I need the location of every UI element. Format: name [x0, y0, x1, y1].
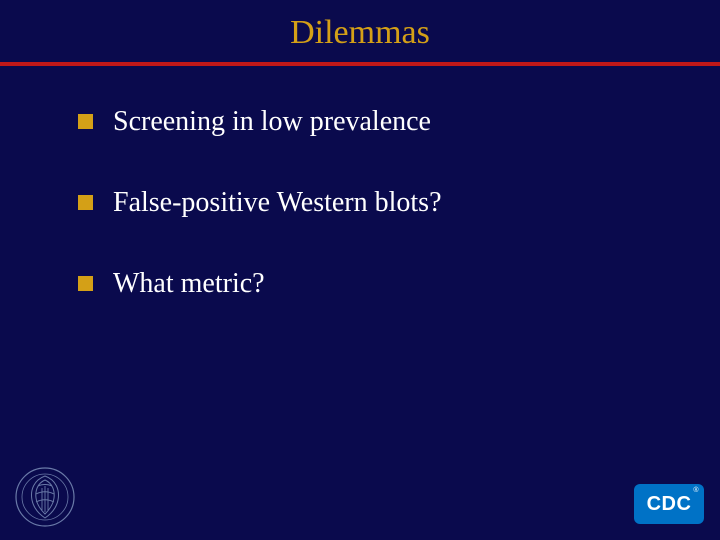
cdc-logo-text: CDC	[647, 493, 692, 516]
hhs-logo	[14, 466, 76, 528]
square-bullet-icon	[78, 276, 93, 291]
square-bullet-icon	[78, 195, 93, 210]
bullet-text: False-positive Western blots?	[113, 185, 442, 220]
slide-title: Dilemmas	[0, 14, 720, 52]
content-area: Screening in low prevalence False-positi…	[0, 66, 720, 301]
bullet-item: False-positive Western blots?	[78, 185, 660, 220]
bullet-text: Screening in low prevalence	[113, 104, 431, 139]
slide: Dilemmas Screening in low prevalence Fal…	[0, 0, 720, 540]
bullet-item: Screening in low prevalence	[78, 104, 660, 139]
cdc-logo: CDC ®	[634, 484, 704, 524]
cdc-badge-icon: CDC ®	[634, 484, 704, 524]
title-region: Dilemmas	[0, 0, 720, 62]
bullet-item: What metric?	[78, 266, 660, 301]
hhs-seal-icon	[14, 466, 76, 528]
bullet-text: What metric?	[113, 266, 265, 301]
square-bullet-icon	[78, 114, 93, 129]
cdc-tm: ®	[693, 487, 699, 494]
